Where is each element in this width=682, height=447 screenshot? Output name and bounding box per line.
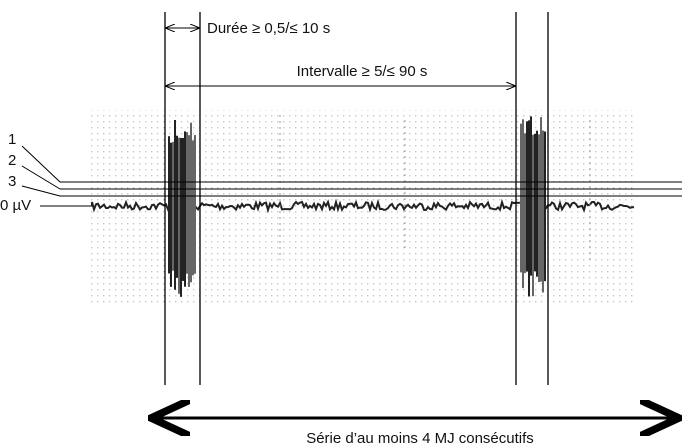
burst (174, 120, 176, 290)
burst (168, 136, 170, 273)
burst (180, 138, 182, 297)
burst (538, 134, 540, 282)
burst (192, 140, 194, 275)
burst (532, 135, 534, 296)
burst (186, 132, 188, 274)
burst (522, 119, 524, 288)
level-label: 2 (8, 152, 16, 169)
burst (544, 132, 546, 282)
burst (524, 133, 526, 273)
level-label: 0 µV (0, 197, 31, 214)
burst (176, 136, 178, 278)
burst (536, 131, 538, 277)
burst (188, 135, 190, 287)
duration-label: Durée ≥ 0,5/≤ 10 s (207, 20, 330, 37)
burst (542, 131, 544, 293)
burst (534, 134, 536, 271)
level-label: 3 (8, 173, 16, 190)
burst (540, 117, 542, 281)
burst (170, 143, 172, 287)
diagram: Durée ≥ 0,5/≤ 10 s Intervalle ≥ 5/≤ 90 s… (0, 0, 682, 447)
burst (190, 123, 192, 283)
burst (194, 135, 196, 274)
burst (528, 120, 530, 296)
burst (172, 142, 174, 271)
burst (184, 131, 186, 286)
burst (178, 138, 180, 294)
burst (182, 138, 184, 281)
burst (520, 124, 522, 273)
interval-label: Intervalle ≥ 5/≤ 90 s (297, 63, 428, 80)
series-label: Série d’au moins 4 MJ consécutifs (306, 430, 534, 447)
level-label: 1 (8, 131, 16, 148)
